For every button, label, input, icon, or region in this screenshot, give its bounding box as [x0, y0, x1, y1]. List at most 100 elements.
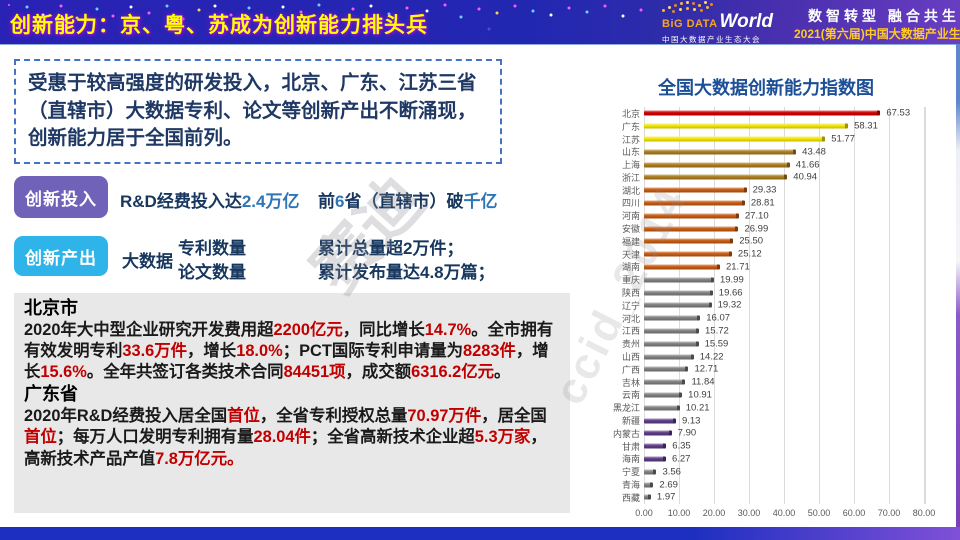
text-segment: ；每万人口发明专利拥有量 — [56, 428, 254, 447]
chart-province-label: 四川 — [621, 198, 640, 209]
chart-bar — [644, 392, 683, 398]
chart-province-label: 北京 — [621, 108, 640, 119]
chart-province-label: 山西 — [621, 352, 640, 363]
event-name: 2021(第六届)中国大数据产业生态大会 — [794, 27, 960, 41]
chart-bar-value: 15.72 — [705, 325, 729, 337]
chart-bar — [644, 482, 654, 487]
chart-bar-value: 7.90 — [677, 427, 697, 439]
chart-bar-value: 1.97 — [656, 491, 676, 503]
chart-bar — [644, 469, 657, 475]
chart-bar-track: 16.07 — [644, 312, 944, 325]
chart-bar-value: 25.12 — [737, 248, 762, 260]
top-provinces-text: 前6省（直辖市）破千亿 — [318, 187, 497, 212]
chart-bar-track: 15.72 — [644, 325, 944, 338]
chart-bar-value: 9.13 — [681, 415, 701, 427]
chart-bar — [644, 251, 732, 257]
innovation-investment-badge: 创新投入 — [14, 176, 108, 218]
guangdong-detail-text: 2020年R&D经费投入居全国首位，全省专利授权总量70.97万件，居全国首位；… — [24, 406, 560, 470]
x-axis-tick-label: 0.00 — [635, 507, 653, 518]
text-segment: 6 — [335, 192, 345, 211]
chart-x-axis: 0.00 10.00 20.00 30.00 40.00 50.00 60.00 70.00 8… — [596, 508, 956, 524]
header-brand-panel: BiG DATA World 中国大数据产业生态大会 数智转型 融合共生 2021… — [648, 0, 960, 44]
chart-row: 江苏 51.77 — [596, 133, 956, 146]
chart-row: 黑龙江 10.21 — [596, 401, 956, 414]
chart-bar-value: 26.99 — [744, 223, 769, 235]
chart-bar-track: 25.12 — [644, 248, 944, 261]
patent-total-text: 累计总量超2万件； — [318, 239, 464, 258]
chart-bar-track: 2.69 — [644, 478, 944, 491]
chart-province-label: 湖北 — [621, 185, 640, 196]
chart-bar-track: 25.50 — [644, 235, 944, 248]
chart-province-label: 内蒙古 — [612, 428, 640, 439]
right-edge-strip — [956, 44, 960, 527]
chart-bar-value: 11.84 — [691, 376, 715, 388]
text-segment: 33.6万件 — [122, 341, 188, 360]
x-axis-tick-label: 50.00 — [807, 507, 831, 518]
text-segment: 5.3万家 — [474, 428, 531, 447]
chart-bar-value: 14.22 — [699, 351, 724, 363]
chart-province-label: 青海 — [621, 480, 640, 491]
chart-bar-track: 10.21 — [644, 401, 944, 414]
chart-province-label: 安徽 — [621, 224, 640, 235]
chart-row: 江西 15.72 — [596, 325, 956, 338]
chart-bar-track: 67.53 — [644, 107, 944, 120]
text-segment: 。全市拥有有效发明专利 — [24, 320, 554, 360]
text-segment: 。 — [494, 363, 511, 382]
sparkle-decoration-icon — [8, 4, 10, 6]
text-segment: ；PCT国际专利申请量为 — [282, 341, 463, 360]
chart-bar-track: 51.77 — [644, 133, 944, 146]
text-segment: 8283件 — [462, 341, 516, 360]
chart-row: 上海 41.66 — [596, 158, 956, 171]
chart-province-label: 辽宁 — [621, 300, 640, 311]
text-segment: 70.97万件 — [407, 406, 482, 425]
chart-province-label: 西藏 — [621, 492, 640, 503]
logo-dots-icon — [662, 9, 665, 12]
chart-province-label: 福建 — [621, 236, 640, 247]
chart-bar-track: 3.56 — [644, 465, 944, 478]
chart-province-label: 陕西 — [621, 288, 640, 299]
footer-bar — [0, 527, 960, 540]
chart-row: 北京 67.53 — [596, 107, 956, 120]
guangdong-section-title: 广东省 — [24, 384, 78, 405]
chart-row: 福建 25.50 — [596, 235, 956, 248]
chart-bar — [644, 110, 881, 116]
chart-bar — [644, 418, 676, 424]
chart-province-label: 浙江 — [621, 172, 640, 183]
chart-province-label: 江西 — [621, 326, 640, 337]
chart-bar — [644, 226, 739, 232]
chart-bar — [644, 328, 700, 334]
chart-province-label: 山东 — [621, 147, 640, 158]
chart-bar — [644, 123, 849, 129]
chart-row: 吉林 11.84 — [596, 376, 956, 389]
text-segment: 前 — [318, 192, 335, 211]
rd-investment-text: R&D经费投入达2.4万亿 — [120, 187, 299, 212]
text-segment: ，增长 — [187, 341, 237, 360]
chart-row: 湖北 29.33 — [596, 184, 956, 197]
chart-title: 全国大数据创新能力指数图 — [658, 78, 874, 98]
chart-bar-track: 19.32 — [644, 299, 944, 312]
chart-bar — [644, 200, 745, 206]
chart-bar — [644, 149, 797, 155]
x-axis-tick-label: 70.00 — [877, 507, 901, 518]
text-segment: 2200亿元 — [273, 320, 343, 339]
chart-bar-track: 43.48 — [644, 145, 944, 158]
chart-bar-value: 15.59 — [704, 338, 729, 350]
province-detail-box: 北京市 2020年大中型企业研究开发费用超2200亿元，同比增长14.7%。全市… — [14, 293, 570, 513]
chart-bar — [644, 302, 712, 308]
chart-province-label: 上海 — [621, 160, 640, 171]
chart-row: 河北 16.07 — [596, 312, 956, 325]
badge-label: 创新产出 — [25, 248, 97, 268]
chart-bar-value: 51.77 — [831, 133, 855, 145]
chart-bar-value: 40.94 — [793, 171, 818, 183]
beijing-detail-text: 2020年大中型企业研究开发费用超2200亿元，同比增长14.7%。全市拥有有效… — [24, 320, 560, 384]
chart-bar-value: 28.81 — [750, 197, 775, 209]
chart-row: 辽宁 19.32 — [596, 299, 956, 312]
chart-province-label: 江苏 — [621, 134, 640, 145]
chart-row: 浙江 40.94 — [596, 171, 956, 184]
header-bar: 创新能力：京、粤、苏成为创新能力排头兵 BiG DATA World 中国大数据产… — [0, 0, 960, 45]
chart-bar-value: 16.07 — [706, 312, 731, 324]
chart-row: 西藏 1.97 — [596, 491, 956, 504]
chart-bar-value: 2.69 — [659, 479, 678, 490]
chart-bar-track: 1.97 — [644, 491, 944, 504]
